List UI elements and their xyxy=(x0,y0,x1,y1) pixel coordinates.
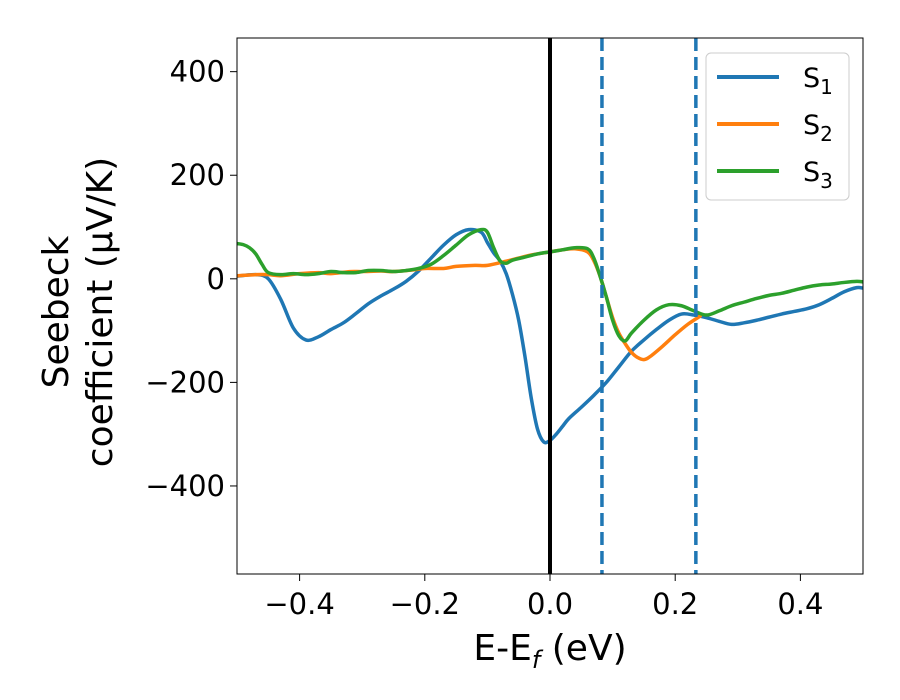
legend-label-s3: S3 xyxy=(803,157,833,193)
y-tick-label: 200 xyxy=(170,158,225,192)
legend-label-s2: S2 xyxy=(803,110,833,146)
legend-label-s1: S1 xyxy=(803,63,833,99)
reference-lines-layer xyxy=(548,38,698,574)
x-tick-label: −0.4 xyxy=(264,587,334,621)
y-tick-label: 0 xyxy=(207,262,225,296)
legend: S1 S2 S3 xyxy=(705,52,850,201)
series-line-s3 xyxy=(237,227,863,343)
series-line-s1 xyxy=(237,227,863,445)
y-axis-label: Seebeck coefficient (μV/K) xyxy=(36,157,121,467)
y-tick-label: −200 xyxy=(145,365,225,399)
x-tick-label: −0.2 xyxy=(390,587,460,621)
x-tick-label: 0.4 xyxy=(777,587,823,621)
x-axis-label: E-Ef (eV) xyxy=(473,628,626,674)
legend-box xyxy=(705,52,850,201)
series-layer xyxy=(237,227,863,445)
axis-ticks-layer: −0.4 −0.2 0.0 0.2 0.4 400 200 0 −200 −400 xyxy=(145,55,823,621)
y-tick-label: −400 xyxy=(145,469,225,503)
x-tick-label: 0.0 xyxy=(527,587,573,621)
y-axis-label-line1: Seebeck xyxy=(36,235,77,388)
x-axis-label-suffix: (eV) xyxy=(540,628,626,669)
y-axis-label-line2: coefficient (μV/K) xyxy=(80,157,121,467)
y-tick-label: 400 xyxy=(170,55,225,89)
x-tick-label: 0.2 xyxy=(652,587,698,621)
